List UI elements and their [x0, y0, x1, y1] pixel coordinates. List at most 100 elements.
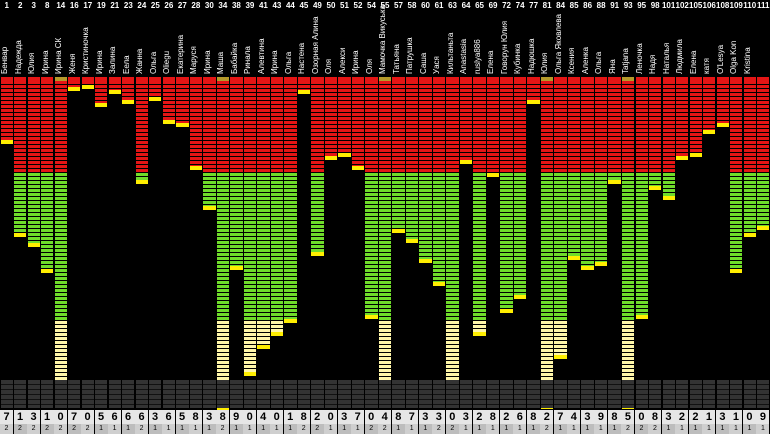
- bar-top-cap: [162, 77, 175, 81]
- column-digit: 3: [148, 410, 162, 424]
- bar-green-segment: [392, 173, 405, 234]
- column-sub-value: 2: [0, 424, 13, 434]
- column-digit: 7: [0, 410, 13, 424]
- bar-level-marker: [365, 315, 378, 320]
- bar-green-segment: [662, 173, 675, 201]
- column-sub-value: 2: [67, 424, 81, 434]
- bar-level-marker: [270, 331, 284, 336]
- score-bar: [122, 77, 135, 408]
- bar-base-rows: [608, 380, 621, 408]
- bar-top-cap: [189, 77, 203, 81]
- bar-base-rows: [730, 380, 743, 408]
- score-bar: [365, 77, 378, 408]
- column-name: Еела: [121, 55, 131, 74]
- column-sub-value: 1: [391, 424, 405, 434]
- bar-top-cap: [432, 77, 446, 81]
- bar-base-rows: [527, 380, 540, 408]
- bar-green-segment: [311, 173, 324, 257]
- column-sub-value: 2: [540, 424, 554, 434]
- column-digit: 7: [351, 410, 365, 424]
- score-bar: [54, 77, 67, 408]
- score-bar: [513, 77, 527, 408]
- column-number: 25: [150, 1, 160, 10]
- bar-green-segment: [649, 173, 662, 191]
- bar-level-marker: [567, 255, 581, 260]
- bar-green-segment: [270, 173, 284, 321]
- bar-green-segment: [257, 173, 270, 321]
- column-sub-value: 2: [634, 424, 648, 434]
- column-sub-value: 2: [40, 424, 54, 434]
- score-bar: [351, 77, 365, 408]
- bar-red-segment: [351, 81, 365, 171]
- bar-base-rows: [689, 380, 702, 408]
- bar-red-segment: [203, 81, 216, 173]
- bar-base-rows: [757, 380, 770, 408]
- score-bar: [0, 77, 13, 408]
- column-sub-value: 1: [324, 424, 338, 434]
- column-sub-value: 1: [418, 424, 432, 434]
- score-bar: [432, 77, 446, 408]
- bar-base-rows: [743, 380, 756, 408]
- bar-green-segment: [203, 173, 216, 211]
- column-number: 49: [312, 1, 322, 10]
- score-bar: [554, 77, 567, 408]
- bar-base-rows: [649, 380, 662, 408]
- column-sub-value: 1: [472, 424, 486, 434]
- bar-red-segment: [676, 81, 689, 161]
- column-name: Ольга: [283, 51, 293, 74]
- column-name: Алевтина: [256, 38, 266, 74]
- column-name: Уася: [432, 56, 442, 74]
- column-name: Патрушка: [405, 37, 415, 74]
- bar-base-rows: [622, 380, 635, 408]
- column-digit: 5: [175, 410, 189, 424]
- column-digit: 1: [13, 410, 27, 424]
- column-sub-value: 2: [310, 424, 324, 434]
- bar-green-segment: [14, 173, 27, 237]
- bar-level-marker: [338, 153, 351, 158]
- bar-red-segment: [122, 81, 135, 105]
- bar-level-marker: [392, 229, 405, 234]
- column-name: Юлия: [27, 52, 37, 74]
- score-bar: [703, 77, 716, 408]
- bar-base-rows: [284, 380, 297, 408]
- column-name: Ирина: [94, 50, 104, 74]
- score-bar: [135, 77, 148, 408]
- bar-top-cap: [567, 77, 581, 81]
- column-name: Аленка: [580, 47, 590, 74]
- bar-base-rows: [149, 380, 162, 408]
- column-name: Оля: [324, 58, 334, 74]
- score-bar: [649, 77, 662, 408]
- bar-level-marker: [581, 265, 594, 270]
- score-bar: [243, 77, 257, 408]
- score-bar: [27, 77, 40, 408]
- bar-top-cap: [68, 77, 81, 81]
- column-digit: 8: [648, 410, 662, 424]
- bar-base-rows: [189, 380, 203, 408]
- bar-top-cap: [270, 77, 284, 81]
- bar-level-marker: [81, 85, 94, 89]
- bar-red-segment: [135, 81, 148, 173]
- bar-base-rows: [0, 380, 13, 408]
- column-name: Говорун Юлия: [499, 20, 509, 74]
- column-digit: 2: [688, 410, 702, 424]
- column-digit: 0: [324, 410, 338, 424]
- column-number: 54: [367, 1, 376, 10]
- column-name: Юлия: [540, 52, 550, 74]
- bar-level-marker: [649, 186, 662, 191]
- score-bar: [162, 77, 175, 408]
- bar-base-rows: [581, 380, 594, 408]
- bar-red-segment: [378, 81, 392, 173]
- column-number: 50: [326, 1, 336, 10]
- column-name: Бабайка: [229, 42, 239, 74]
- column-sub-value: 1: [283, 424, 297, 434]
- bar-base-rows: [378, 380, 392, 408]
- bar-base-rows: [27, 380, 40, 408]
- column-name: Наталья: [661, 42, 671, 74]
- score-bar: [68, 77, 81, 408]
- column-name: Бенвар: [0, 46, 9, 74]
- column-digit: 5: [94, 410, 108, 424]
- bar-level-marker: [68, 86, 81, 91]
- column-digit: 7: [553, 410, 567, 424]
- bar-green-segment: [54, 173, 67, 321]
- bar-level-marker: [500, 308, 513, 313]
